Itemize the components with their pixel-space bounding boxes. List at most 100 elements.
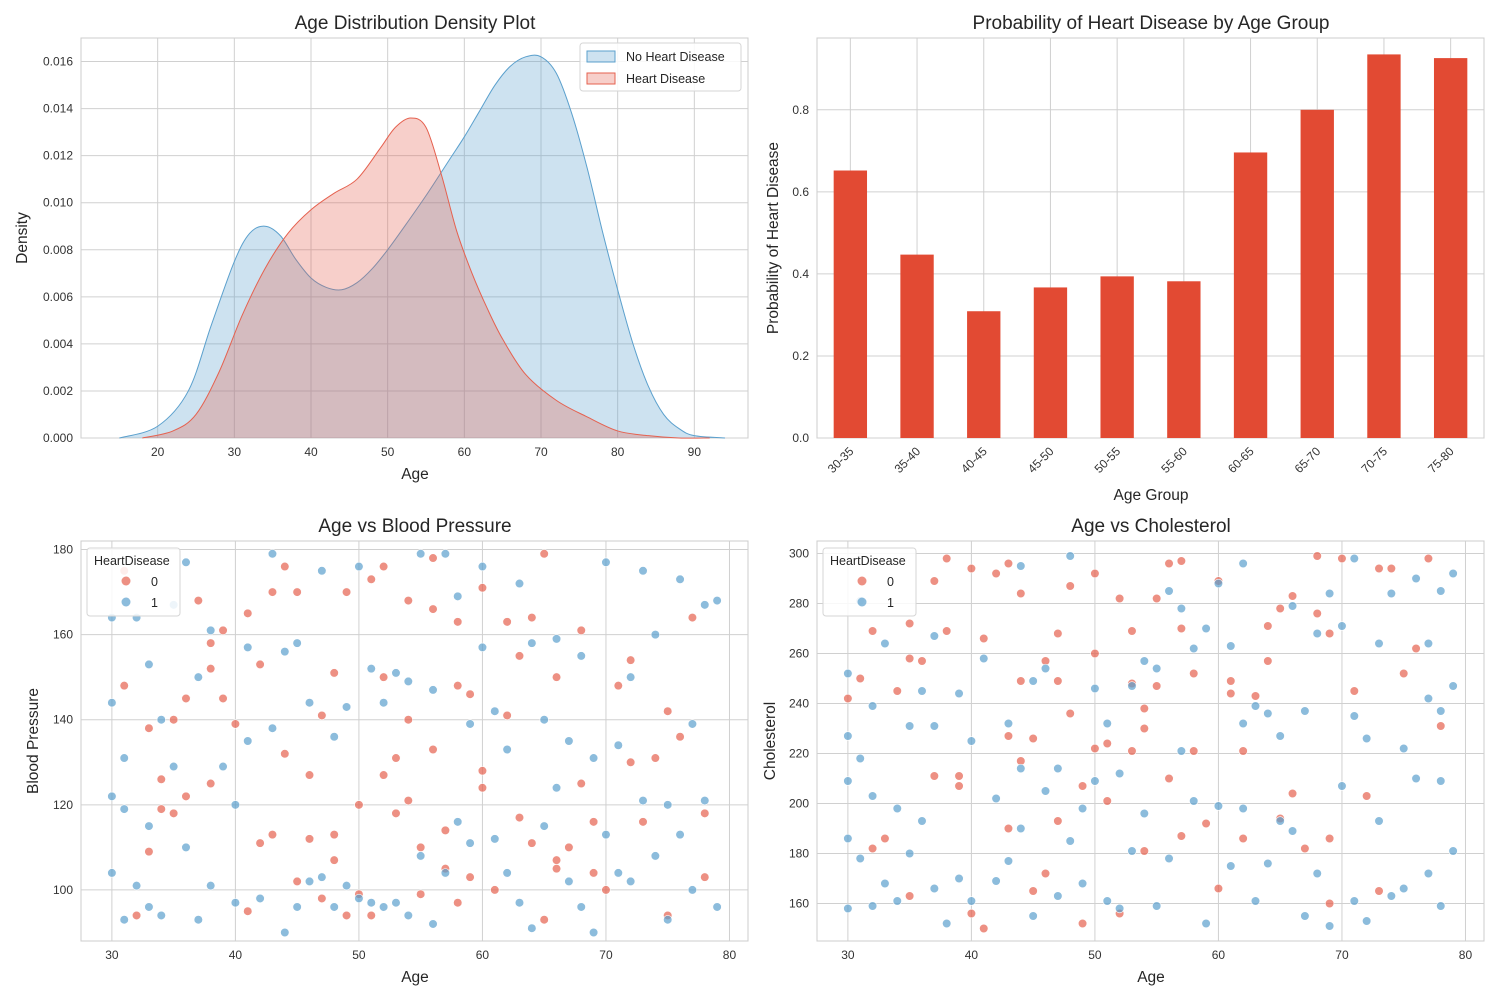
bp-point-heartdisease-0 bbox=[416, 889, 426, 899]
bp-point-heartdisease-0 bbox=[181, 791, 191, 801]
bp-point-heartdisease-1 bbox=[440, 868, 450, 878]
bar-y-axis-label: Probability of Heart Disease bbox=[765, 142, 782, 334]
bp-point-heartdisease-0 bbox=[428, 553, 438, 563]
bp-point-heartdisease-0 bbox=[601, 885, 611, 895]
chol-point-heartdisease-1 bbox=[1090, 776, 1100, 786]
density-x-axis-label: Age bbox=[401, 466, 429, 483]
chol-legend-marker-1 bbox=[857, 597, 867, 607]
bp-point-heartdisease-1 bbox=[379, 902, 389, 912]
bp-point-heartdisease-0 bbox=[329, 830, 339, 840]
bp-plot-area bbox=[80, 540, 749, 942]
chol-point-heartdisease-0 bbox=[1152, 681, 1162, 691]
bp-point-heartdisease-0 bbox=[292, 876, 302, 887]
chol-point-heartdisease-1 bbox=[843, 903, 853, 914]
bp-point-heartdisease-0 bbox=[119, 681, 129, 691]
chol-point-heartdisease-1 bbox=[1362, 916, 1372, 926]
chol-point-heartdisease-1 bbox=[929, 721, 939, 731]
bp-point-heartdisease-1 bbox=[589, 753, 599, 763]
bp-x-tick-label: 50 bbox=[352, 948, 366, 962]
density-y-tick-label: 0.006 bbox=[43, 290, 73, 304]
chol-point-heartdisease-0 bbox=[1053, 816, 1063, 826]
bp-point-heartdisease-1 bbox=[601, 830, 611, 840]
density-legend-box bbox=[579, 42, 742, 92]
bp-title: Age vs Blood Pressure bbox=[318, 516, 511, 537]
chol-point-heartdisease-0 bbox=[1374, 886, 1384, 896]
bp-point-heartdisease-1 bbox=[379, 698, 389, 708]
bp-point-heartdisease-1 bbox=[416, 549, 426, 559]
bp-x-tick-label: 80 bbox=[723, 948, 737, 962]
chol-point-heartdisease-0 bbox=[1065, 581, 1075, 591]
chol-point-heartdisease-0 bbox=[1312, 551, 1322, 561]
chol-point-heartdisease-0 bbox=[1263, 656, 1273, 666]
chol-point-heartdisease-0 bbox=[1090, 568, 1100, 579]
bp-point-heartdisease-0 bbox=[304, 834, 315, 844]
chol-point-heartdisease-1 bbox=[867, 901, 878, 911]
bar-50-55 bbox=[1100, 276, 1134, 438]
bp-point-heartdisease-1 bbox=[403, 910, 413, 921]
density-panel: 20 30 40 50 60 70 80 90 0.000 0.002 0.004 0.006 0.00… bbox=[14, 13, 749, 483]
chol-point-heartdisease-1 bbox=[1325, 588, 1335, 599]
legend-label-heart-disease: Heart Disease bbox=[626, 72, 705, 86]
bp-point-heartdisease-0 bbox=[539, 915, 549, 925]
chol-point-heartdisease-1 bbox=[905, 848, 915, 859]
bp-point-heartdisease-1 bbox=[589, 927, 599, 938]
bp-point-heartdisease-1 bbox=[206, 881, 216, 891]
chol-point-heartdisease-1 bbox=[843, 731, 853, 741]
chol-point-heartdisease-0 bbox=[1053, 628, 1063, 639]
chol-point-heartdisease-1 bbox=[1337, 621, 1347, 631]
chol-point-heartdisease-0 bbox=[867, 626, 878, 636]
bp-point-heartdisease-1 bbox=[687, 719, 698, 729]
chol-point-heartdisease-0 bbox=[1226, 676, 1236, 686]
chol-point-heartdisease-0 bbox=[1090, 648, 1100, 659]
bp-point-heartdisease-1 bbox=[453, 817, 463, 827]
chol-point-heartdisease-1 bbox=[1003, 856, 1014, 866]
bp-point-heartdisease-1 bbox=[465, 838, 475, 848]
bp-point-heartdisease-1 bbox=[206, 625, 216, 635]
chol-point-heartdisease-1 bbox=[855, 853, 865, 864]
chol-point-heartdisease-1 bbox=[1077, 803, 1088, 814]
bp-point-heartdisease-1 bbox=[663, 915, 673, 925]
bp-point-heartdisease-1 bbox=[131, 881, 142, 891]
bp-point-heartdisease-1 bbox=[712, 902, 722, 912]
chol-point-heartdisease-1 bbox=[1176, 603, 1186, 614]
legend-swatch-no-heart-disease bbox=[586, 50, 616, 63]
chol-point-heartdisease-1 bbox=[1189, 796, 1199, 806]
bp-y-tick-label: 120 bbox=[53, 798, 73, 812]
density-x-tick-label: 60 bbox=[458, 445, 472, 459]
bp-point-heartdisease-0 bbox=[280, 749, 290, 759]
chol-point-heartdisease-1 bbox=[892, 896, 902, 906]
bp-point-heartdisease-1 bbox=[218, 761, 228, 772]
bar-65-70 bbox=[1300, 109, 1334, 439]
bp-point-heartdisease-0 bbox=[292, 587, 302, 597]
bp-point-heartdisease-1 bbox=[490, 706, 500, 716]
chol-point-heartdisease-1 bbox=[1226, 641, 1236, 651]
bp-point-heartdisease-0 bbox=[193, 595, 203, 606]
bp-point-heartdisease-1 bbox=[341, 881, 352, 891]
chol-point-heartdisease-1 bbox=[1263, 858, 1273, 869]
bp-point-heartdisease-1 bbox=[193, 915, 203, 925]
chol-point-heartdisease-1 bbox=[1053, 891, 1063, 901]
bp-point-heartdisease-0 bbox=[317, 893, 327, 904]
chol-point-heartdisease-1 bbox=[1448, 846, 1458, 856]
bar-x-tick-label: 35-40 bbox=[892, 444, 924, 476]
bar-35-40 bbox=[900, 254, 934, 438]
bp-point-heartdisease-1 bbox=[663, 800, 673, 810]
bar-x-tick-label: 70-75 bbox=[1358, 444, 1390, 476]
bar-x-axis-label: Age Group bbox=[1114, 487, 1189, 504]
bar-30-35 bbox=[833, 170, 868, 438]
chol-point-heartdisease-1 bbox=[966, 896, 976, 906]
chol-point-heartdisease-1 bbox=[1238, 558, 1248, 569]
chol-point-heartdisease-1 bbox=[1164, 853, 1174, 864]
bar-45-50 bbox=[1033, 287, 1068, 438]
bp-points bbox=[107, 549, 722, 938]
chol-point-heartdisease-1 bbox=[1201, 623, 1211, 634]
chol-point-heartdisease-0 bbox=[1325, 898, 1335, 909]
chol-y-tick-label: 160 bbox=[789, 897, 809, 911]
chol-point-heartdisease-0 bbox=[1028, 733, 1038, 744]
chol-point-heartdisease-1 bbox=[1287, 826, 1298, 836]
bp-point-heartdisease-0 bbox=[589, 868, 599, 878]
chol-point-heartdisease-1 bbox=[1115, 903, 1125, 914]
density-plot-area bbox=[80, 37, 749, 439]
bp-point-heartdisease-1 bbox=[650, 851, 660, 861]
